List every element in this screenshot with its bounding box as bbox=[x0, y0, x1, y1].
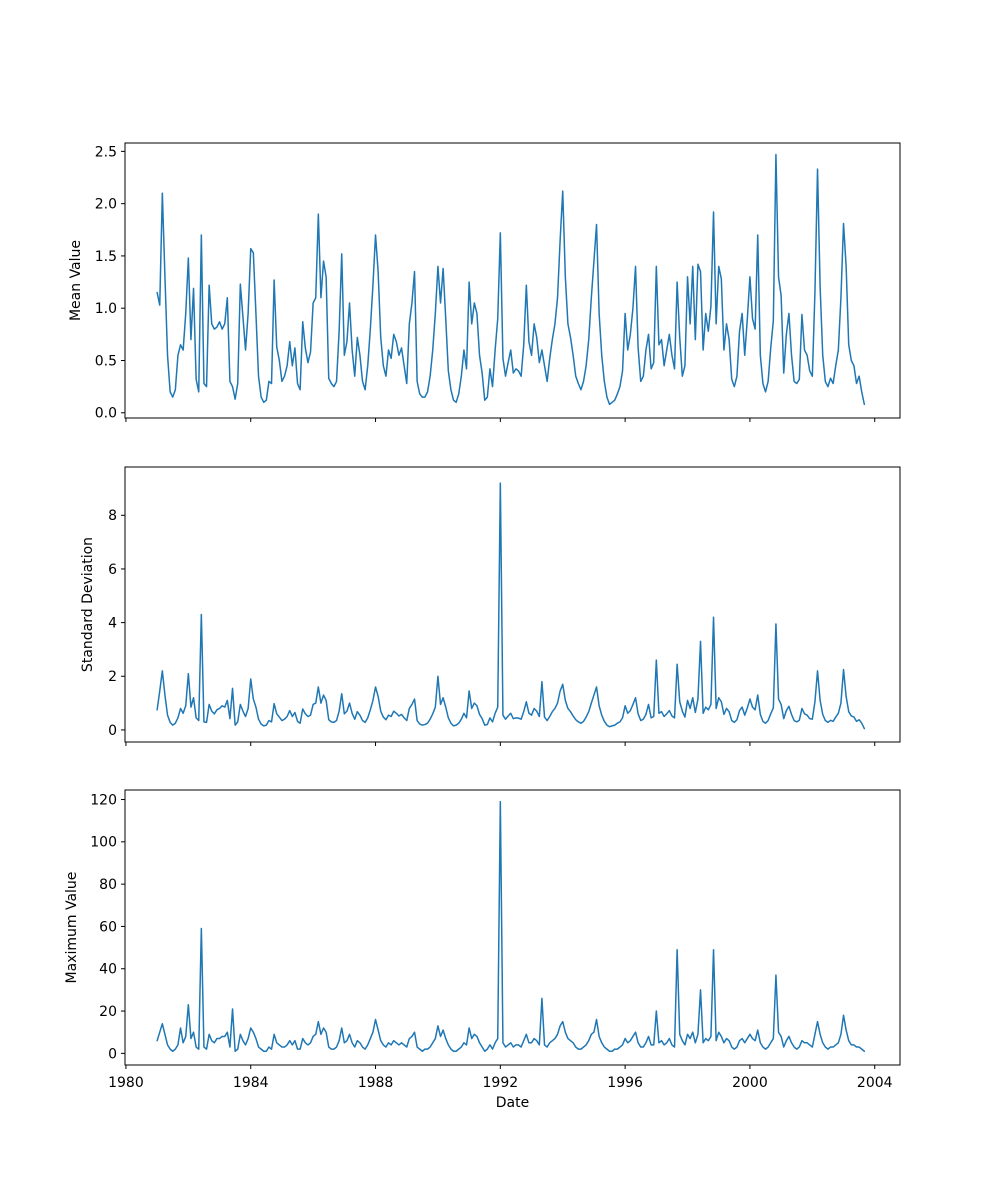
x-tick-label: 1980 bbox=[108, 1075, 144, 1091]
plot-spines bbox=[124, 466, 901, 743]
y-tick-label: 40 bbox=[99, 962, 117, 978]
plot-spines bbox=[124, 142, 901, 419]
y-tick-label: 0.5 bbox=[95, 353, 117, 369]
x-tick-label: 2004 bbox=[857, 1075, 893, 1091]
mean-value-line bbox=[156, 153, 866, 406]
y-tick-label: 120 bbox=[90, 792, 117, 808]
maximum-value-line bbox=[156, 800, 866, 1052]
x-tick-label: 1988 bbox=[358, 1075, 394, 1091]
plot-spines bbox=[124, 789, 901, 1066]
x-axis-label: Date bbox=[496, 1095, 529, 1111]
y-tick-label: 0 bbox=[108, 1046, 117, 1062]
y-axis-label: Maximum Value bbox=[64, 872, 80, 984]
y-axis-label: Standard Deviation bbox=[80, 537, 96, 672]
standard-deviation-line bbox=[156, 482, 866, 730]
y-tick-label: 2.5 bbox=[95, 144, 117, 160]
y-tick-label: 20 bbox=[99, 1004, 117, 1020]
y-tick-label: 2.0 bbox=[95, 197, 117, 213]
standard-deviation-subplot: 0 2 4 6 8 Standard Deviation bbox=[80, 466, 901, 746]
y-tick-label: 0 bbox=[108, 723, 117, 739]
y-tick-label: 4 bbox=[108, 616, 117, 632]
x-tick-label: 2000 bbox=[732, 1075, 768, 1091]
x-tick-label: 1996 bbox=[607, 1075, 643, 1091]
y-tick-label: 60 bbox=[99, 919, 117, 935]
x-tick-label: 1984 bbox=[233, 1075, 269, 1091]
y-tick-label: 1.5 bbox=[95, 249, 117, 265]
y-tick-label: 100 bbox=[90, 835, 117, 851]
y-tick-label: 1.0 bbox=[95, 301, 117, 317]
y-tick-label: 8 bbox=[108, 508, 117, 524]
y-axis-label: Mean Value bbox=[68, 240, 84, 321]
y-tick-label: 2 bbox=[108, 669, 117, 685]
x-tick-label: 1992 bbox=[483, 1075, 519, 1091]
maximum-value-subplot: 0 20 40 60 80 100 120 1980 1984 1988 1992 1996 2000 2… bbox=[64, 789, 901, 1111]
y-tick-label: 80 bbox=[99, 877, 117, 893]
mean-value-subplot: 0.0 0.5 1.0 1.5 2.0 2.5 Mean Value bbox=[68, 142, 901, 422]
y-tick-label: 6 bbox=[108, 562, 117, 578]
y-tick-label: 0.0 bbox=[95, 406, 117, 422]
